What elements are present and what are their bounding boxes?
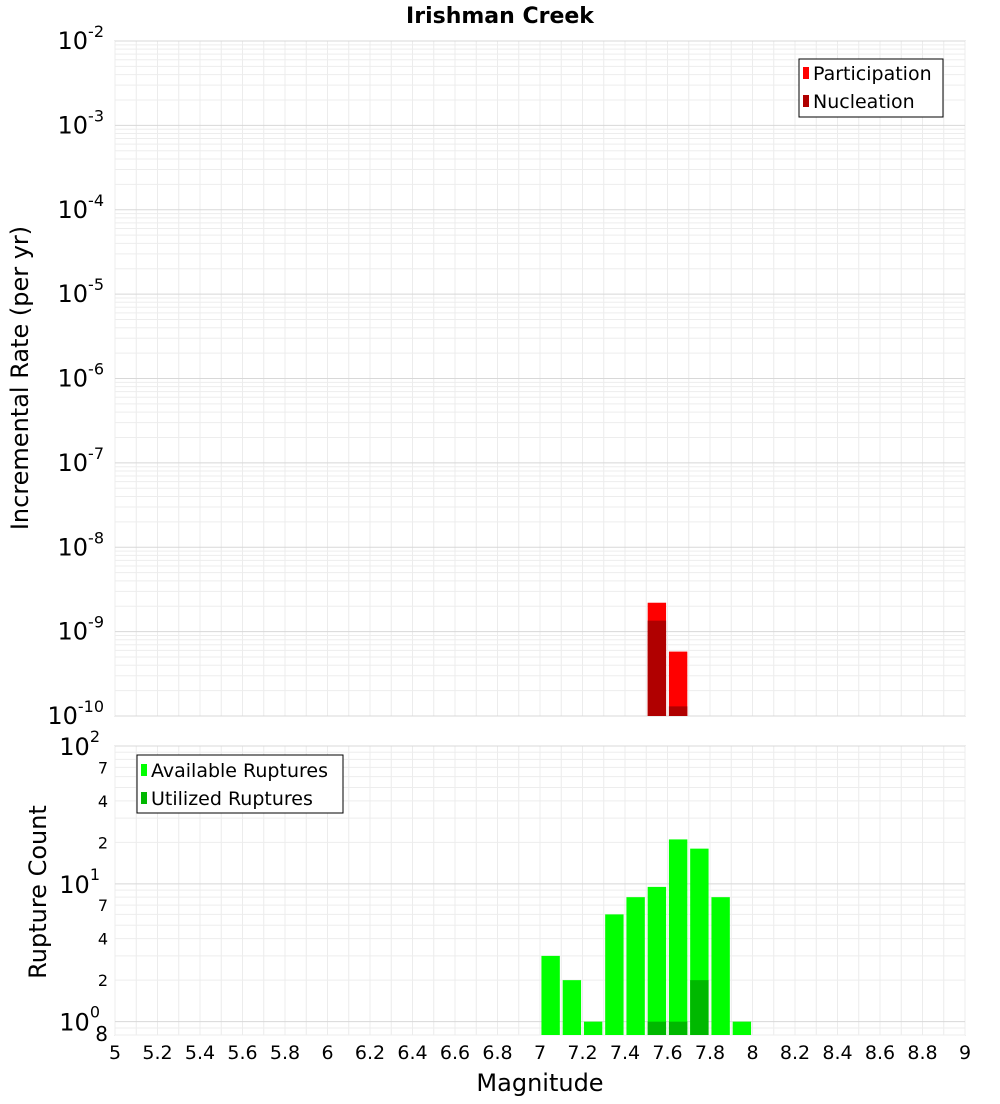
rate-y-tick-label: 10-10 — [47, 697, 104, 730]
rate-y-tick-label: 10-5 — [58, 275, 105, 308]
rupture-y-tick-label: 100 — [59, 1003, 100, 1037]
x-tick-label: 8.8 — [907, 1042, 937, 1064]
x-tick-label: 5.8 — [270, 1042, 300, 1064]
rupture-panel: 102 101 100 7 4 2 7 4 2 8 Rupture Count Available… — [24, 727, 971, 1097]
rupture-bars — [541, 839, 752, 1035]
x-tick-label: 7.2 — [567, 1042, 597, 1064]
x-axis-label: Magnitude — [476, 1069, 603, 1097]
rupture-y-minor-tick-label: 7 — [98, 758, 108, 777]
rate-y-tick-label: 10-8 — [58, 528, 105, 561]
available-ruptures-bar — [541, 955, 560, 1035]
legend-swatch — [803, 95, 809, 107]
x-tick-label: 6.2 — [355, 1042, 385, 1064]
x-tick-label: 6 — [321, 1042, 333, 1064]
rupture-y-ticks: 102 101 100 7 4 2 7 4 2 8 — [59, 727, 108, 1046]
x-tick-label: 8.2 — [780, 1042, 810, 1064]
utilized-ruptures-bar — [647, 1021, 667, 1035]
rate-panel: 10-2 10-3 10-4 10-5 10-6 10-7 10-8 10-9 10-10 In… — [6, 22, 966, 730]
nucleation-bar — [668, 706, 688, 716]
legend-label: Available Ruptures — [151, 760, 328, 782]
rate-y-tick-label: 10-7 — [58, 444, 105, 477]
available-ruptures-bar — [626, 897, 645, 1035]
available-ruptures-bar — [732, 1021, 752, 1035]
rupture-y-minor-tick-label: 4 — [98, 930, 108, 949]
available-ruptures-bar — [668, 839, 688, 1035]
x-tick-label: 8 — [746, 1042, 758, 1064]
available-ruptures-bar — [562, 980, 582, 1035]
x-axis-ticks: 5 5.2 5.4 5.6 5.8 6 6.2 6.4 6.6 6.8 7 7.2 7.4 7.6 7.8 8… — [109, 1042, 971, 1064]
available-ruptures-bar — [583, 1021, 603, 1035]
x-tick-label: 7.6 — [652, 1042, 682, 1064]
legend-label: Participation — [813, 63, 932, 85]
rate-y-ticks: 10-2 10-3 10-4 10-5 10-6 10-7 10-8 10-9 10-10 — [47, 22, 104, 730]
x-tick-label: 8.6 — [865, 1042, 895, 1064]
nucleation-bar — [647, 620, 667, 716]
rate-y-tick-label: 10-6 — [58, 360, 105, 393]
rate-gridlines — [114, 40, 966, 717]
rupture-y-minor-tick-label: 8 — [95, 1022, 108, 1046]
available-ruptures-bar — [711, 897, 730, 1035]
utilized-ruptures-bar — [690, 980, 709, 1035]
rupture-y-minor-tick-label: 2 — [98, 833, 108, 852]
x-tick-label: 8.4 — [822, 1042, 852, 1064]
rate-bars — [647, 602, 688, 716]
legend-swatch — [803, 67, 809, 79]
legend-swatch — [141, 764, 147, 776]
chart-title: Irishman Creek — [406, 4, 595, 29]
rate-y-tick-label: 10-9 — [58, 613, 105, 646]
rate-y-axis-label: Incremental Rate (per yr) — [6, 226, 34, 530]
legend-label: Utilized Ruptures — [151, 788, 313, 810]
rupture-legend: Available Ruptures Utilized Ruptures — [136, 754, 344, 814]
legend-swatch — [141, 792, 147, 804]
x-tick-label: 9 — [959, 1042, 971, 1064]
rupture-y-minor-tick-label: 7 — [98, 896, 108, 915]
rate-y-tick-label: 10-3 — [58, 106, 105, 139]
rate-legend-box — [798, 58, 944, 118]
rupture-legend-box — [136, 754, 344, 814]
x-tick-label: 5.2 — [142, 1042, 172, 1064]
legend-label: Nucleation — [813, 91, 915, 113]
x-tick-label: 5.4 — [185, 1042, 215, 1064]
x-tick-label: 5.6 — [227, 1042, 257, 1064]
rupture-y-tick-label: 102 — [59, 727, 100, 761]
utilized-ruptures-bar — [668, 1021, 688, 1035]
rate-y-tick-label: 10-2 — [58, 22, 105, 55]
participation-bar — [668, 651, 688, 716]
x-tick-label: 5 — [109, 1042, 121, 1064]
x-tick-label: 6.4 — [397, 1042, 427, 1064]
rupture-y-minor-tick-label: 2 — [98, 971, 108, 990]
available-ruptures-bar — [647, 886, 667, 1035]
x-tick-label: 6.6 — [440, 1042, 470, 1064]
x-tick-label: 7 — [534, 1042, 546, 1064]
rupture-y-tick-label: 101 — [59, 865, 100, 899]
rupture-y-minor-tick-label: 4 — [98, 792, 108, 811]
rate-y-tick-label: 10-4 — [58, 191, 105, 224]
x-tick-label: 7.8 — [695, 1042, 725, 1064]
x-tick-label: 7.4 — [610, 1042, 640, 1064]
available-ruptures-bar — [605, 914, 624, 1035]
rate-legend: Participation Nucleation — [798, 58, 944, 118]
x-tick-label: 6.8 — [482, 1042, 512, 1064]
rupture-y-axis-label: Rupture Count — [24, 805, 52, 979]
